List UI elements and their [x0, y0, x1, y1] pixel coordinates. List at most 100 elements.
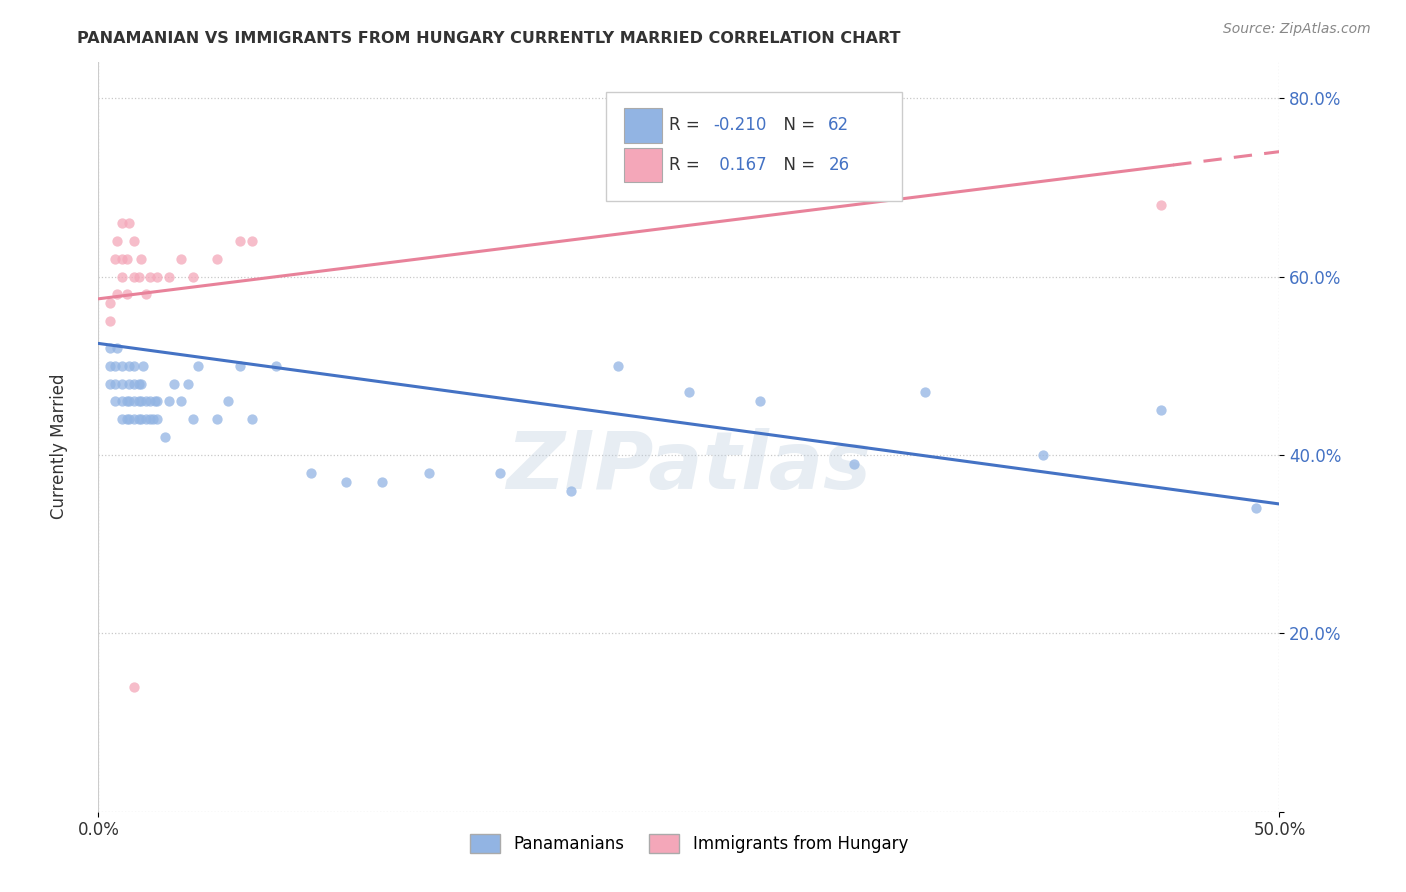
Point: [157, 269, 180, 284]
Point: [163, 376, 186, 391]
Point: [181, 269, 204, 284]
Point: [129, 412, 152, 426]
Text: 62: 62: [828, 116, 849, 135]
Point: [105, 234, 128, 248]
Point: [128, 394, 150, 409]
Point: [104, 359, 127, 373]
Point: [111, 216, 134, 230]
Point: [135, 287, 157, 301]
Point: [118, 376, 141, 391]
Point: [844, 457, 866, 471]
Point: [146, 269, 169, 284]
Point: [135, 394, 157, 409]
FancyBboxPatch shape: [606, 93, 901, 201]
Legend: Panamanians, Immigrants from Hungary: Panamanians, Immigrants from Hungary: [463, 827, 915, 860]
Point: [122, 412, 145, 426]
Point: [111, 252, 134, 266]
Point: [104, 394, 127, 409]
Point: [371, 475, 394, 489]
Point: [217, 394, 239, 409]
Point: [111, 412, 134, 426]
Point: [607, 359, 630, 373]
Point: [122, 376, 145, 391]
Point: [146, 412, 169, 426]
Point: [115, 252, 138, 266]
Point: [678, 385, 700, 400]
Point: [1032, 448, 1054, 462]
Point: [98, 359, 121, 373]
Point: [128, 269, 150, 284]
Point: [129, 252, 152, 266]
FancyBboxPatch shape: [624, 148, 662, 182]
Text: 0.167: 0.167: [714, 156, 766, 174]
Point: [115, 287, 138, 301]
Text: R =: R =: [669, 156, 704, 174]
Point: [111, 359, 134, 373]
Point: [157, 394, 180, 409]
Point: [111, 394, 134, 409]
Point: [115, 412, 138, 426]
Point: [177, 376, 200, 391]
Point: [143, 394, 166, 409]
Point: [187, 359, 209, 373]
Text: Source: ZipAtlas.com: Source: ZipAtlas.com: [1223, 22, 1371, 37]
Point: [489, 466, 512, 480]
Point: [129, 376, 152, 391]
Point: [748, 394, 770, 409]
Point: [111, 376, 134, 391]
Point: [170, 252, 193, 266]
Text: 26: 26: [828, 156, 849, 174]
Point: [98, 296, 121, 310]
Point: [1150, 403, 1173, 417]
Point: [98, 341, 121, 355]
Point: [264, 359, 287, 373]
Point: [1244, 501, 1267, 516]
Text: N =: N =: [773, 156, 820, 174]
Point: [132, 359, 155, 373]
Point: [118, 359, 141, 373]
Point: [229, 359, 252, 373]
Text: Currently Married: Currently Married: [51, 373, 67, 519]
Point: [1150, 198, 1173, 212]
Point: [139, 269, 162, 284]
Point: [181, 412, 204, 426]
Point: [122, 234, 145, 248]
Text: -0.210: -0.210: [714, 116, 768, 135]
Point: [105, 341, 128, 355]
Point: [418, 466, 440, 480]
Point: [104, 376, 127, 391]
Point: [335, 475, 357, 489]
Text: R =: R =: [669, 116, 704, 135]
Point: [139, 412, 162, 426]
Point: [153, 430, 176, 444]
Text: ZIPatlas: ZIPatlas: [506, 428, 872, 506]
Text: PANAMANIAN VS IMMIGRANTS FROM HUNGARY CURRENTLY MARRIED CORRELATION CHART: PANAMANIAN VS IMMIGRANTS FROM HUNGARY CU…: [77, 31, 901, 46]
Point: [122, 269, 145, 284]
Point: [118, 216, 141, 230]
Point: [122, 359, 145, 373]
Point: [98, 314, 121, 328]
Point: [142, 412, 165, 426]
Point: [122, 680, 145, 694]
Point: [129, 394, 152, 409]
Point: [205, 412, 228, 426]
Point: [118, 394, 141, 409]
Point: [139, 394, 162, 409]
FancyBboxPatch shape: [624, 108, 662, 143]
Point: [128, 412, 150, 426]
Point: [205, 252, 228, 266]
Point: [240, 412, 263, 426]
Point: [299, 466, 322, 480]
Point: [115, 394, 138, 409]
Text: N =: N =: [773, 116, 820, 135]
Point: [170, 394, 193, 409]
Point: [104, 252, 127, 266]
Point: [146, 394, 169, 409]
Point: [914, 385, 936, 400]
Point: [240, 234, 263, 248]
Point: [229, 234, 252, 248]
Point: [111, 269, 134, 284]
Point: [135, 412, 157, 426]
Point: [105, 287, 128, 301]
Point: [98, 376, 121, 391]
